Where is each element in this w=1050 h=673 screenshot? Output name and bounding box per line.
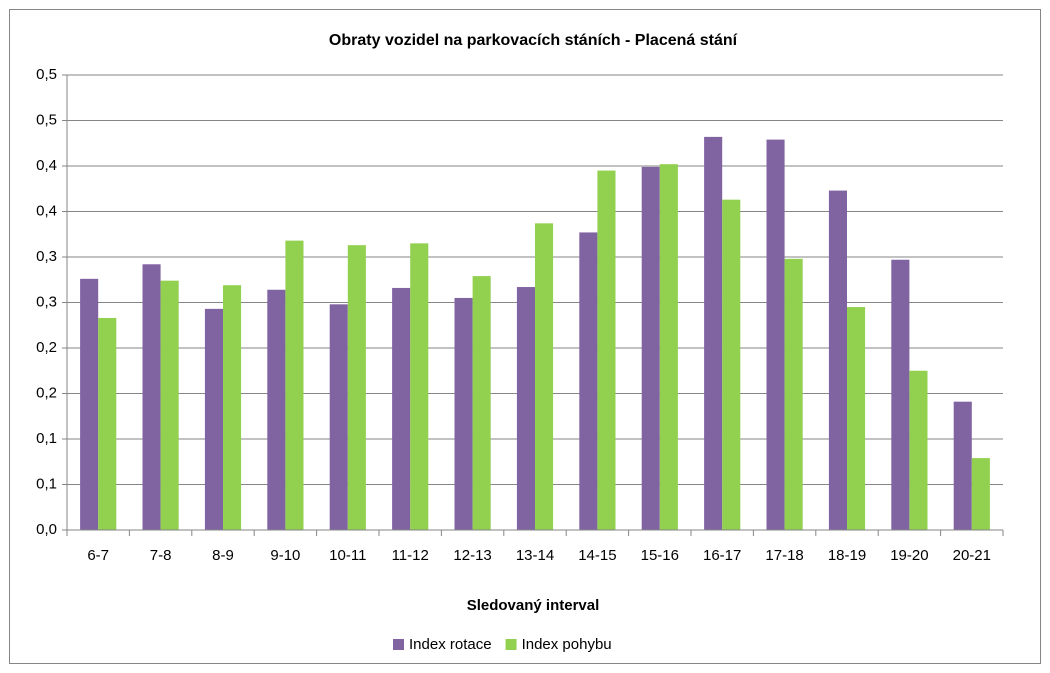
y-tick-label: 0,0 (36, 521, 57, 538)
bar (784, 258, 803, 530)
chart-title: Obraty vozidel na parkovacích stáních - … (329, 32, 738, 49)
bar (347, 245, 366, 531)
bar (597, 170, 616, 531)
legend-label: Index rotace (409, 636, 492, 653)
y-tick-label: 0,1 (36, 430, 57, 447)
y-tick-label: 0,2 (36, 339, 57, 356)
bar (392, 287, 411, 530)
legend-swatch (505, 639, 517, 650)
bar (285, 240, 304, 530)
bar (847, 307, 866, 530)
y-tick-label: 0,5 (36, 66, 57, 83)
bar (80, 278, 99, 530)
x-tick-label: 17-18 (765, 547, 803, 564)
bar (142, 264, 161, 530)
y-tick-label: 0,4 (36, 157, 57, 174)
bar (267, 289, 286, 530)
x-tick-label: 12-13 (453, 547, 491, 564)
x-tick-label: 20-21 (953, 547, 991, 564)
legend-swatch (393, 639, 404, 650)
bar (516, 287, 535, 530)
bar (472, 276, 491, 530)
x-tick-label: 10-11 (329, 547, 366, 564)
bar (704, 136, 723, 530)
y-tick-label: 0,4 (36, 202, 57, 219)
y-tick-label: 0,3 (36, 248, 57, 265)
x-tick-label: 16-17 (703, 547, 741, 564)
y-tick-label: 0,1 (36, 475, 57, 492)
bar (641, 166, 660, 530)
bar (659, 164, 678, 530)
y-tick-label: 0,3 (36, 293, 57, 310)
bar (766, 139, 785, 531)
x-tick-label: 15-16 (641, 547, 679, 564)
x-tick-label: 6-7 (87, 547, 109, 564)
bar (909, 370, 928, 530)
x-tick-label: 14-15 (578, 547, 616, 564)
y-tick-label: 0,2 (36, 384, 57, 401)
bar (204, 308, 223, 530)
x-tick-label: 13-14 (516, 547, 554, 564)
x-tick-label: 7-8 (150, 547, 172, 564)
bar (828, 190, 847, 530)
bar (971, 458, 990, 530)
x-tick-label: 9-10 (270, 547, 300, 564)
bar (98, 317, 117, 530)
bar (223, 285, 242, 530)
bar (722, 199, 741, 531)
bar (410, 243, 429, 530)
bar (891, 259, 910, 530)
legend-label: Index pohybu (522, 636, 612, 653)
x-axis-title: Sledovaný interval (467, 597, 600, 614)
bar (329, 304, 348, 530)
y-tick-label: 0,5 (36, 111, 57, 128)
bar (160, 280, 179, 530)
bar (454, 297, 473, 530)
x-tick-label: 18-19 (828, 547, 866, 564)
x-tick-label: 8-9 (212, 547, 234, 564)
x-tick-label: 19-20 (890, 547, 928, 564)
bar (579, 232, 598, 530)
bar (953, 401, 972, 530)
x-tick-label: 11-12 (392, 547, 429, 564)
bar (535, 223, 554, 530)
